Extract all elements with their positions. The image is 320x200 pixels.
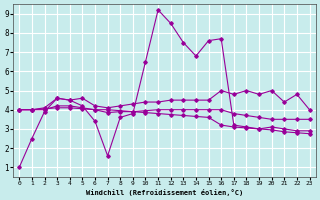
X-axis label: Windchill (Refroidissement éolien,°C): Windchill (Refroidissement éolien,°C) xyxy=(86,189,243,196)
